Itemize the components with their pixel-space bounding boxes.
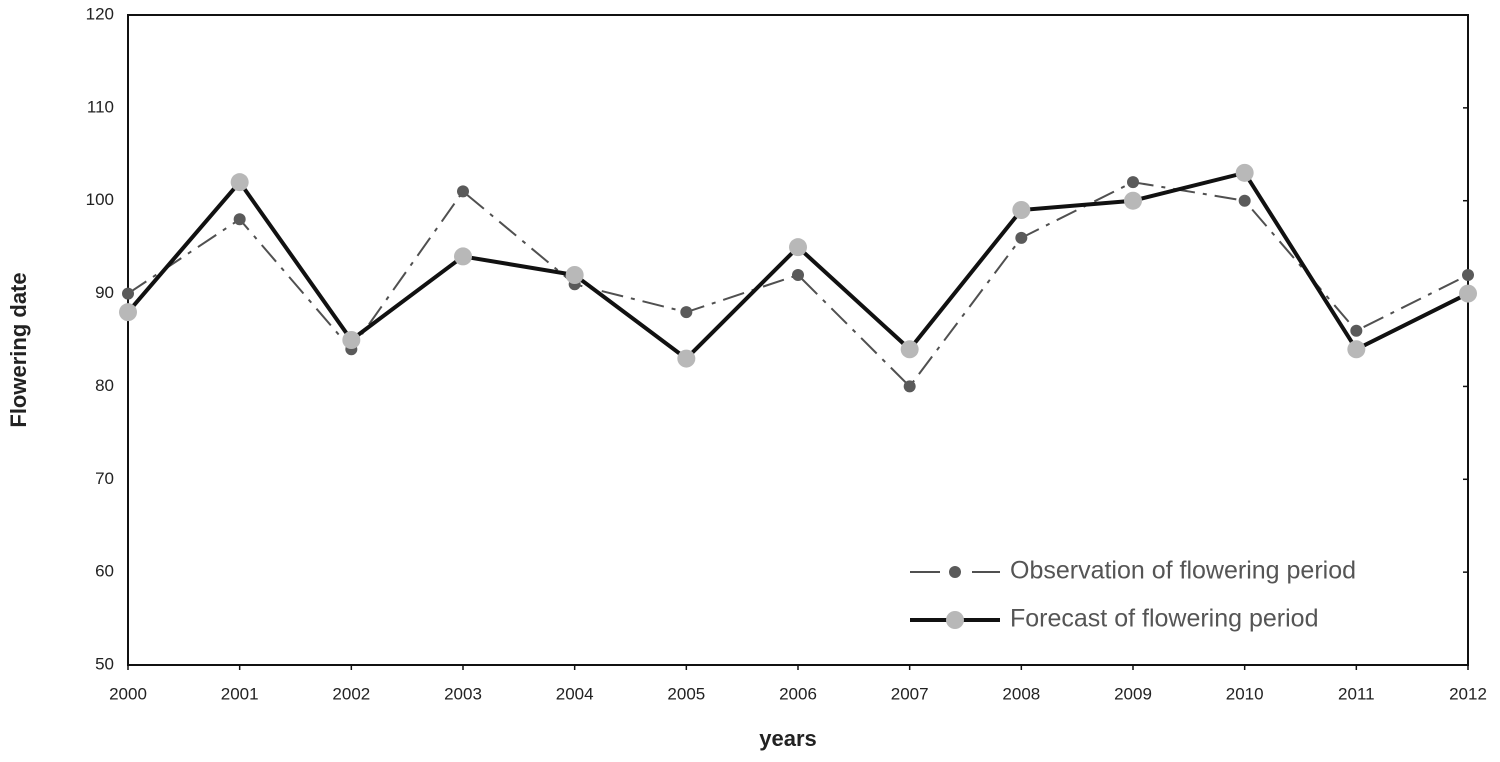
- data-point: [457, 185, 469, 198]
- data-point: [230, 173, 249, 192]
- x-tick-label: 2009: [1114, 684, 1152, 703]
- data-point: [677, 349, 696, 368]
- data-point: [565, 266, 584, 284]
- data-point: [1350, 324, 1363, 337]
- data-point: [1127, 176, 1139, 189]
- y-tick-label: 70: [95, 469, 114, 488]
- legend-marker: [949, 566, 961, 578]
- x-tick-label: 2005: [667, 684, 705, 703]
- series-line: [126, 170, 1469, 362]
- data-point: [1238, 194, 1251, 207]
- x-tick-label: 2006: [779, 684, 817, 703]
- legend-label: Forecast of flowering period: [1010, 605, 1318, 633]
- x-tick-label: 2000: [109, 684, 147, 703]
- data-point: [789, 238, 807, 257]
- legend-marker: [946, 611, 964, 629]
- data-point: [119, 303, 137, 322]
- y-tick-label: 100: [86, 190, 114, 209]
- data-point: [1235, 163, 1254, 182]
- y-tick-label: 120: [86, 4, 114, 23]
- y-tick-label: 110: [87, 97, 114, 116]
- x-tick-label: 2007: [891, 684, 929, 703]
- legend-label: Observation of flowering period: [1010, 557, 1356, 585]
- x-tick-label: 2004: [556, 684, 594, 703]
- data-point: [342, 331, 361, 349]
- x-axis-title: years: [759, 726, 817, 751]
- data-point: [900, 340, 919, 359]
- data-point: [1462, 269, 1474, 281]
- y-tick-label: 60: [95, 562, 114, 581]
- x-tick-label: 2001: [221, 684, 259, 703]
- data-point: [1015, 231, 1028, 244]
- x-tick-label: 2011: [1338, 684, 1375, 703]
- data-point: [1459, 284, 1477, 303]
- series-line: [127, 181, 1469, 388]
- x-tick-label: 2008: [1002, 684, 1040, 703]
- data-point: [1347, 340, 1366, 359]
- x-tick-label: 2002: [332, 684, 370, 703]
- data-point: [1124, 191, 1142, 210]
- y-tick-label: 90: [95, 283, 114, 302]
- x-tick-label: 2003: [444, 684, 482, 703]
- data-point: [792, 269, 804, 281]
- data-point: [680, 306, 693, 319]
- y-axis-title: Flowering date: [6, 272, 31, 427]
- data-point: [233, 213, 246, 226]
- data-point: [454, 247, 472, 266]
- x-tick-label: 2010: [1226, 684, 1264, 703]
- data-point: [122, 287, 134, 300]
- x-tick-label: 2012: [1449, 684, 1487, 703]
- y-tick-label: 50: [95, 654, 114, 673]
- data-point: [1012, 201, 1031, 219]
- data-point: [903, 380, 916, 393]
- y-tick-label: 80: [95, 376, 114, 395]
